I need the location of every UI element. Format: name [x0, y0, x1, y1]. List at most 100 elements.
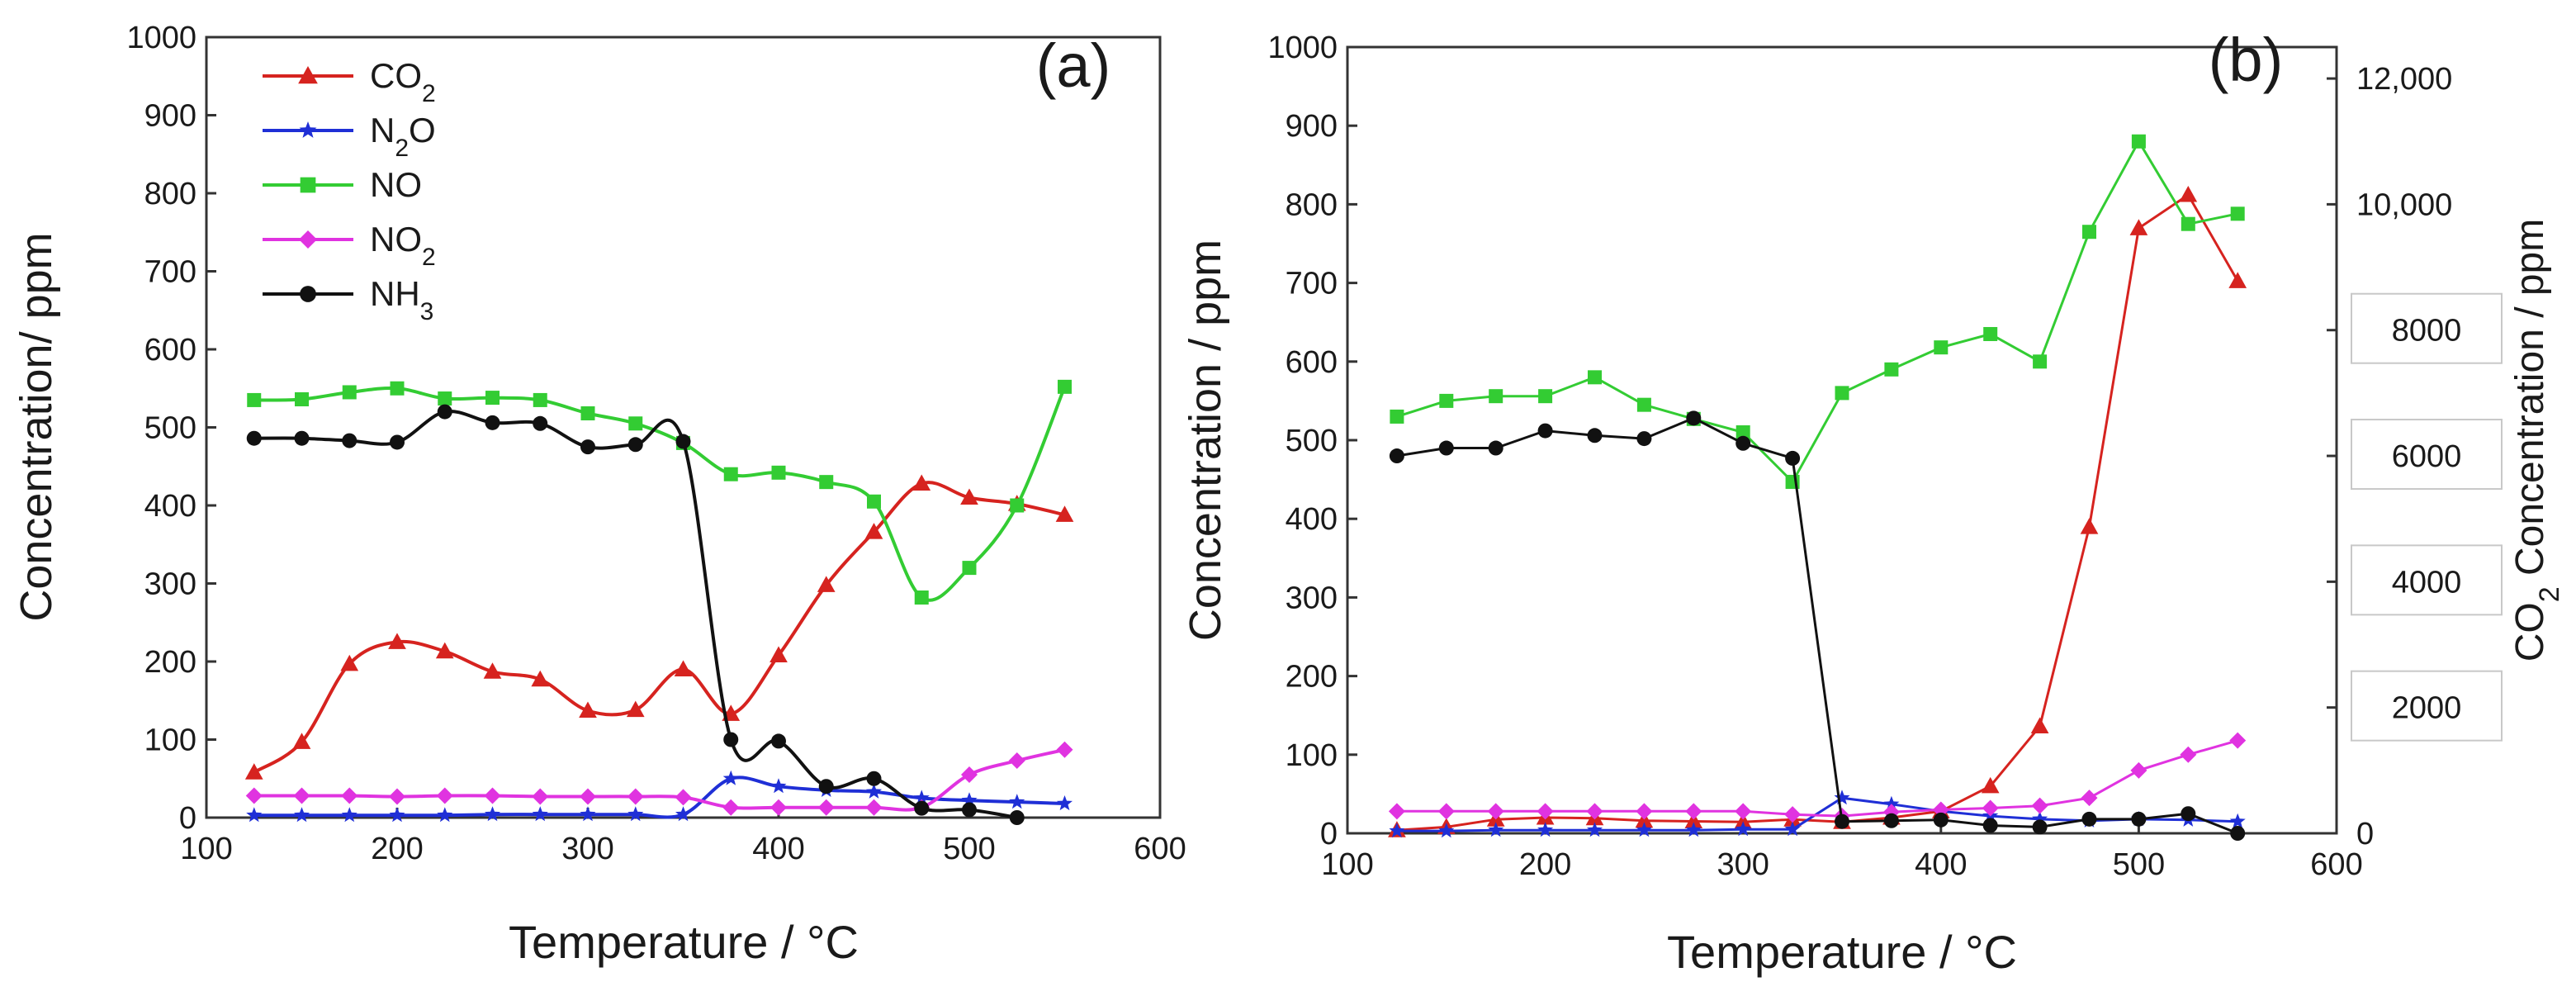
marker-no2 — [865, 799, 883, 816]
y-right-tick-label: 2000 — [2392, 691, 2462, 726]
marker-nh3 — [1488, 440, 1503, 456]
x-tick-label: 500 — [2113, 847, 2165, 882]
marker-n2o — [1784, 821, 1801, 837]
x-tick-label: 300 — [561, 832, 613, 866]
y-right-tick-box — [2351, 292, 2503, 364]
marker-co2 — [2179, 185, 2198, 202]
marker-no2 — [580, 788, 596, 805]
marker-n2o — [913, 790, 930, 805]
x-axis-b: 100 200 300 400 500 600 — [1321, 823, 2363, 882]
y-right-title-main: CO — [2508, 602, 2552, 662]
marker-n2o — [246, 807, 263, 823]
marker-no2 — [532, 788, 549, 805]
y-tick-label: 400 — [144, 489, 197, 524]
marker-no — [2181, 216, 2195, 231]
marker-co2 — [2228, 272, 2247, 288]
marker-n2o — [485, 806, 500, 822]
marker-no — [2131, 134, 2146, 149]
marker-no — [914, 590, 929, 605]
marker-co2 — [244, 763, 263, 780]
marker-co2 — [769, 646, 788, 662]
marker-co2 — [579, 701, 597, 719]
legend-marker-no2 — [299, 230, 317, 249]
marker-no — [867, 494, 881, 509]
marker-co2 — [1055, 505, 1074, 522]
marker-no — [580, 406, 595, 420]
marker-no — [533, 392, 547, 407]
marker-no — [1058, 379, 1072, 394]
y-tick-label: 100 — [144, 723, 197, 758]
x-tick-label: 600 — [2310, 847, 2362, 882]
series-line-no — [253, 386, 1067, 602]
marker-co2 — [2129, 219, 2148, 235]
y-axis-right-title-b: CO2 Concentration / ppm — [2508, 219, 2565, 662]
marker-no — [438, 391, 452, 406]
marker-no — [1735, 424, 1750, 439]
marker-nh3 — [1933, 812, 1949, 828]
marker-nh3 — [2181, 806, 2196, 822]
marker-no — [2230, 206, 2245, 221]
marker-no2 — [1008, 752, 1025, 770]
y-right-tick-label: 10,000 — [2356, 187, 2452, 222]
marker-no2 — [627, 788, 644, 805]
marker-no2 — [675, 789, 692, 806]
marker-n2o — [1834, 790, 1850, 805]
y-tick-label: 600 — [1286, 345, 1338, 380]
x-tick-label: 400 — [1915, 847, 1967, 882]
y-right-tick-label: 4000 — [2392, 565, 2462, 600]
legend-label-no2: NO2 — [370, 220, 436, 271]
marker-nh3 — [246, 430, 262, 446]
marker-no2 — [2081, 790, 2098, 807]
marker-nh3 — [437, 404, 452, 420]
marker-no — [1934, 340, 1949, 355]
legend-label-n2o: N2O — [370, 111, 436, 162]
marker-nh3 — [1009, 810, 1025, 825]
x-tick-label: 200 — [371, 832, 423, 866]
legend-marker-n2o — [299, 121, 317, 138]
marker-nh3 — [2032, 819, 2048, 835]
marker-co2 — [674, 660, 693, 676]
marker-no — [1489, 389, 1503, 404]
y-axis-right-b: 0 2000 4000 6000 8000 10,000 12,000 — [2327, 62, 2503, 851]
marker-n2o — [1389, 823, 1405, 838]
marker-nh3 — [2230, 826, 2246, 841]
marker-n2o — [722, 770, 739, 785]
marker-no2 — [2180, 746, 2197, 763]
x-tick-label: 200 — [1519, 847, 1571, 882]
marker-n2o — [675, 806, 691, 822]
marker-no2 — [389, 788, 405, 805]
y-tick-label: 500 — [1286, 424, 1338, 458]
marker-n2o — [1685, 822, 1702, 837]
marker-nh3 — [533, 415, 548, 431]
x-tick-label: 500 — [943, 832, 995, 866]
marker-nh3 — [1735, 435, 1751, 451]
marker-no — [723, 467, 738, 481]
marker-nh3 — [962, 802, 977, 818]
marker-no — [1835, 386, 1849, 401]
y-tick-label: 200 — [144, 645, 197, 680]
marker-n2o — [1735, 821, 1751, 837]
marker-no — [2033, 354, 2048, 369]
y-tick-label: 800 — [1286, 187, 1338, 222]
marker-no — [1538, 389, 1553, 404]
marker-no2 — [484, 787, 501, 804]
marker-nh3 — [580, 439, 595, 455]
x-tick-label: 100 — [180, 832, 232, 866]
marker-no2 — [341, 787, 358, 804]
marker-no — [1983, 326, 1998, 341]
marker-n2o — [866, 783, 882, 799]
y-right-tick-label: 0 — [2356, 817, 2374, 851]
marker-co2 — [483, 662, 502, 679]
marker-no2 — [1636, 803, 1653, 820]
y-tick-label: 1000 — [126, 21, 197, 55]
marker-n2o — [1488, 822, 1504, 837]
marker-n2o — [1636, 822, 1652, 837]
marker-no — [1588, 370, 1602, 385]
x-tick-label: 300 — [1717, 847, 1769, 882]
series-line-no2 — [1396, 739, 2238, 818]
marker-no — [1010, 498, 1025, 513]
marker-nh3 — [1438, 440, 1454, 456]
marker-no2 — [1537, 803, 1554, 820]
marker-no2 — [2229, 732, 2247, 749]
